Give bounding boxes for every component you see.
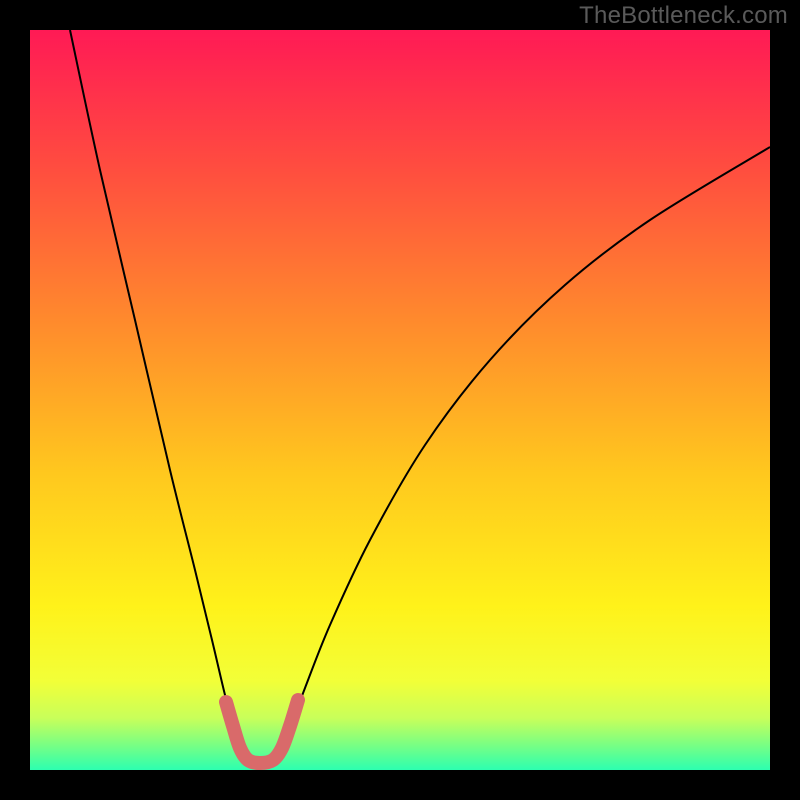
chart-root: TheBottleneck.com	[0, 0, 800, 800]
chart-svg	[0, 0, 800, 800]
plot-background	[30, 30, 770, 770]
